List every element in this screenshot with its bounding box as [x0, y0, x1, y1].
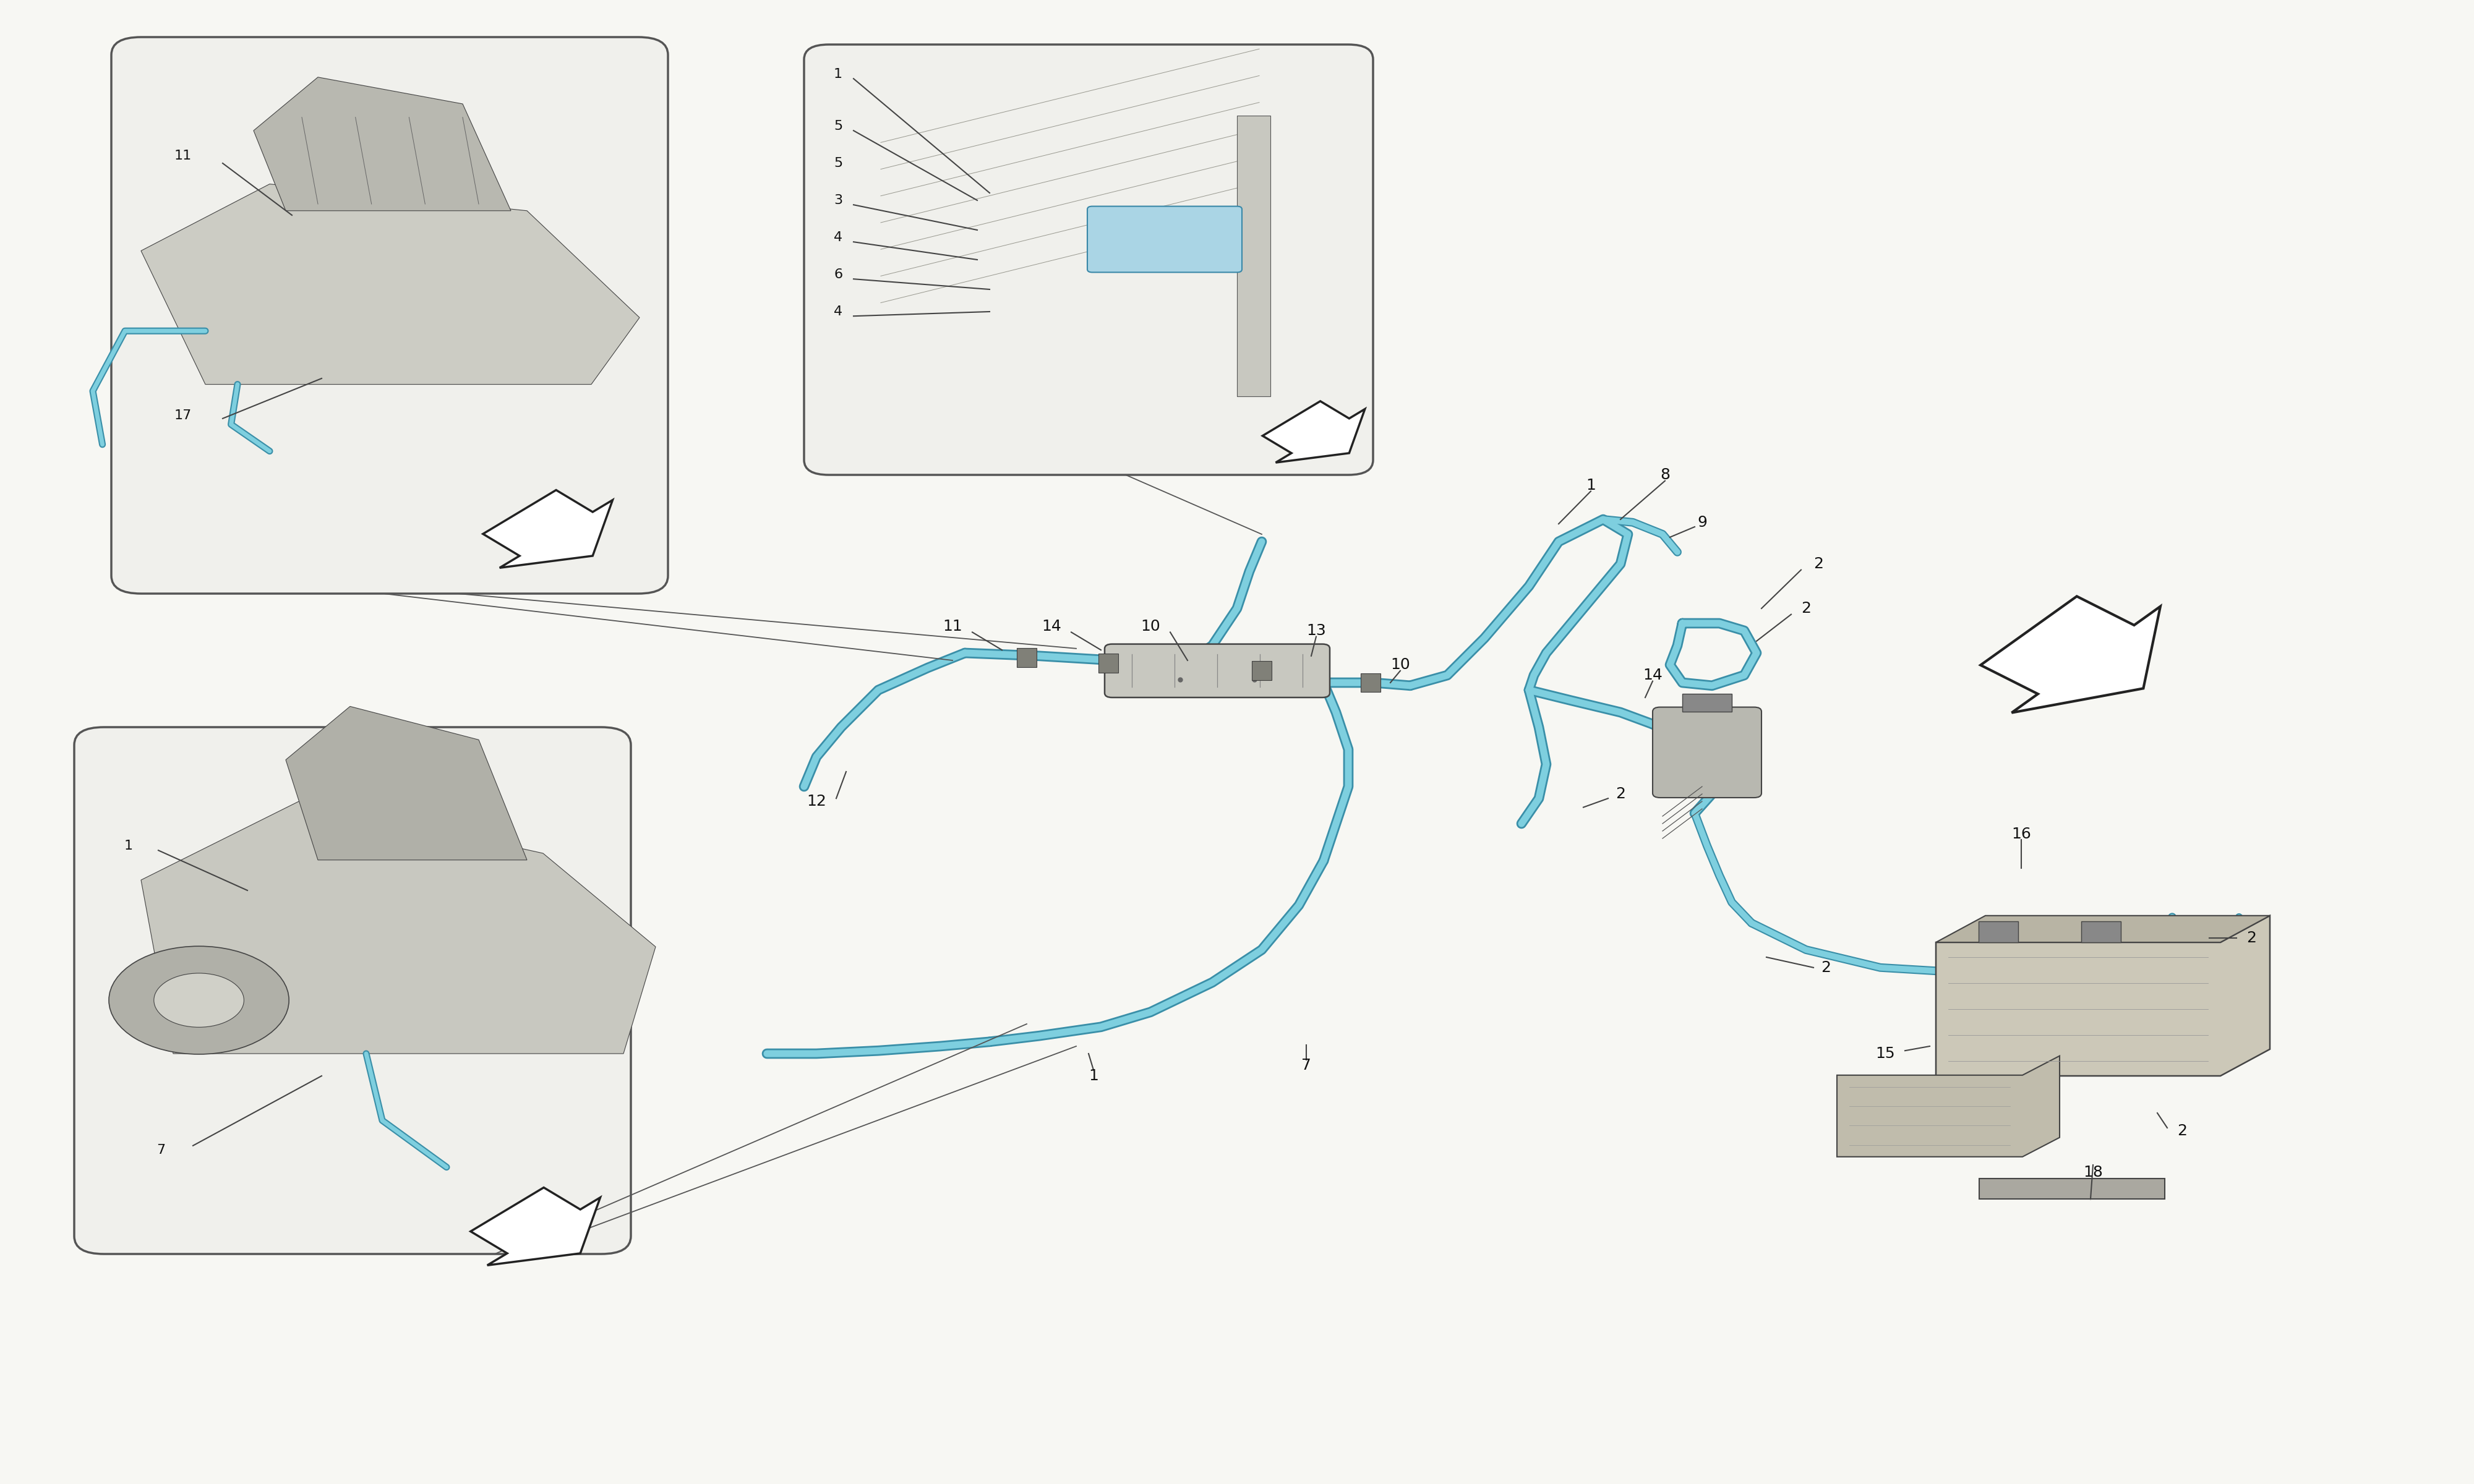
- Circle shape: [153, 974, 245, 1027]
- Text: 7: 7: [1301, 1058, 1311, 1073]
- Text: 1: 1: [1586, 478, 1596, 493]
- Text: 2: 2: [1801, 601, 1811, 616]
- Text: 2: 2: [2177, 1123, 2187, 1138]
- Bar: [1979, 1178, 2165, 1199]
- Polygon shape: [1262, 401, 1366, 463]
- Text: 5: 5: [834, 120, 844, 132]
- Text: 11: 11: [173, 150, 193, 162]
- Polygon shape: [255, 77, 512, 211]
- Polygon shape: [285, 706, 527, 861]
- Text: 9: 9: [1697, 515, 1707, 530]
- Text: 5: 5: [834, 157, 844, 169]
- Polygon shape: [1935, 916, 2271, 942]
- Text: 6: 6: [834, 269, 844, 280]
- Bar: [1682, 695, 1732, 712]
- Text: 15: 15: [1875, 1046, 1895, 1061]
- Text: 14: 14: [1643, 668, 1663, 683]
- Text: 17: 17: [173, 410, 193, 421]
- Text: 12: 12: [807, 794, 826, 809]
- Text: 4: 4: [834, 232, 844, 243]
- Polygon shape: [482, 490, 614, 568]
- Polygon shape: [1836, 1057, 2058, 1158]
- Polygon shape: [1982, 597, 2160, 712]
- Polygon shape: [141, 184, 638, 384]
- FancyBboxPatch shape: [1089, 206, 1242, 273]
- Text: 3: 3: [834, 194, 844, 206]
- Polygon shape: [470, 1187, 601, 1266]
- FancyBboxPatch shape: [74, 727, 631, 1254]
- Polygon shape: [1237, 116, 1272, 396]
- Bar: [2081, 922, 2120, 942]
- Circle shape: [109, 947, 289, 1054]
- Polygon shape: [1935, 916, 2271, 1076]
- Text: 8: 8: [1660, 467, 1670, 482]
- Bar: [1361, 674, 1380, 692]
- Text: 18: 18: [2083, 1165, 2103, 1180]
- Text: 13: 13: [1306, 623, 1326, 638]
- Bar: [1979, 922, 2019, 942]
- FancyBboxPatch shape: [1103, 644, 1331, 697]
- Text: 2: 2: [2246, 930, 2256, 945]
- Bar: [1017, 649, 1037, 666]
- Text: 11: 11: [943, 619, 962, 634]
- FancyBboxPatch shape: [804, 45, 1373, 475]
- Text: 1: 1: [124, 840, 134, 852]
- FancyBboxPatch shape: [1653, 708, 1761, 798]
- Bar: [1252, 662, 1272, 680]
- Text: 14: 14: [1042, 619, 1061, 634]
- Text: 2: 2: [1821, 960, 1831, 975]
- Polygon shape: [141, 800, 656, 1054]
- FancyBboxPatch shape: [111, 37, 668, 594]
- Text: 2: 2: [1813, 556, 1823, 571]
- Text: 10: 10: [1390, 657, 1410, 672]
- Text: 2: 2: [1616, 787, 1625, 801]
- Text: 1: 1: [834, 68, 844, 80]
- Text: 4: 4: [834, 306, 844, 318]
- Text: 1: 1: [1089, 1068, 1098, 1083]
- Text: 16: 16: [2011, 827, 2031, 841]
- Text: 7: 7: [156, 1144, 166, 1156]
- Text: 10: 10: [1141, 619, 1160, 634]
- Bar: [1098, 654, 1118, 672]
